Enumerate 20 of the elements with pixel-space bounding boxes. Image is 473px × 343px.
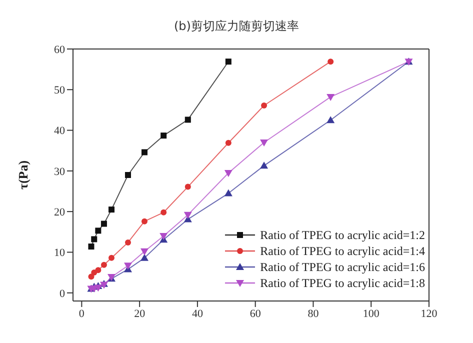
y-tick-label: 20 [54,206,66,218]
y-tick-label: 10 [54,247,66,260]
legend-label: Ratio of TPEG to acrylic acid=1:8 [260,275,425,291]
x-tick-label: 0 [78,308,85,320]
legend-label: Ratio of TPEG to acrylic acid=1:6 [260,259,425,275]
x-tick-label: 120 [420,308,438,320]
x-tick-label: 80 [308,308,320,320]
legend-label: Ratio of TPEG to acrylic acid=1:4 [260,243,425,259]
x-tick-label: 100 [362,308,380,320]
y-tick-label: 50 [54,84,66,97]
y-tick-label: 0 [60,288,66,300]
y-tick-label: 40 [54,125,66,138]
x-tick-label: 60 [250,308,262,320]
y-axis-title: τ(Pa) [16,160,31,190]
x-tick-label: 40 [192,308,204,320]
y-tick-label: 60 [54,44,66,56]
legend-label: Ratio of TPEG to acrylic acid=1:2 [260,227,425,243]
y-tick-label: 30 [54,166,66,178]
x-tick-label: 20 [134,308,146,320]
chart-title: (b)剪切应力随剪切速率 [173,18,300,35]
